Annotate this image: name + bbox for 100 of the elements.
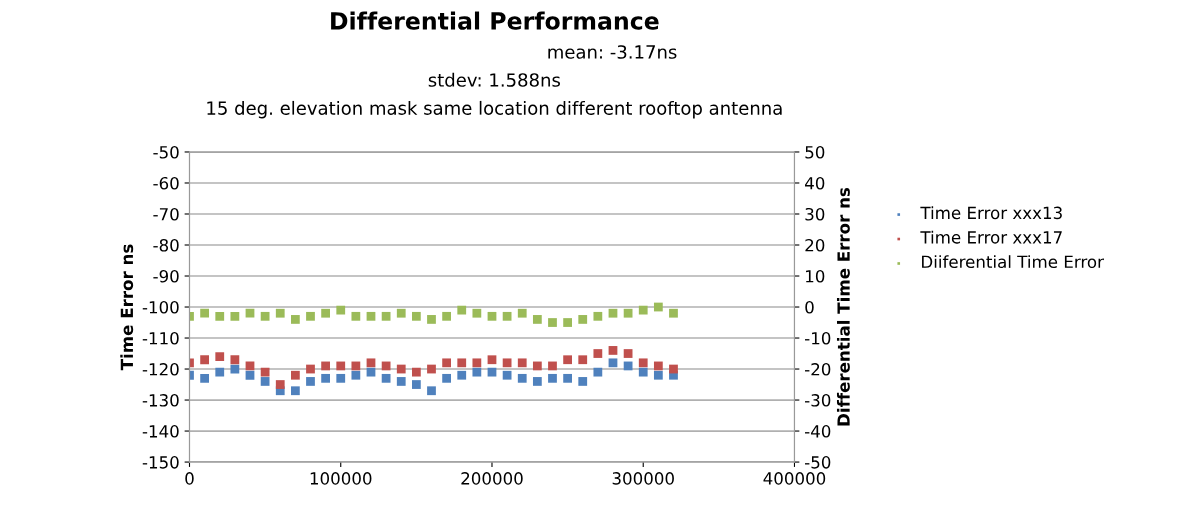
point (427, 364, 436, 374)
y-tick-label: -80 (153, 238, 179, 252)
legend-label: Time Error xxx13 (920, 206, 1062, 220)
point (608, 308, 618, 318)
y-tick-label: -150 (142, 456, 179, 469)
point (457, 370, 467, 380)
point (200, 355, 210, 365)
point (472, 308, 482, 318)
point (623, 349, 633, 358)
point (290, 370, 300, 380)
point (396, 308, 406, 318)
point (245, 370, 255, 380)
point (563, 373, 572, 383)
x-tick-label: 300000 (612, 472, 674, 485)
point (230, 364, 240, 374)
point (336, 361, 346, 371)
point (502, 370, 512, 380)
text: 15 deg. elevation mask same location different rooftop antenna (207, 100, 782, 119)
point (351, 361, 361, 371)
point (669, 308, 678, 318)
point (215, 352, 225, 362)
legend-label: Time Error xxx17 (920, 230, 1062, 244)
point (442, 358, 451, 368)
point (502, 311, 512, 321)
y-tick-label: -130 (142, 394, 179, 407)
y-tick-label: -50 (153, 145, 179, 159)
y-tick-label: -90 (153, 269, 179, 283)
y-tick-label: -70 (153, 207, 179, 221)
y2-tick-label: 40 (805, 176, 825, 190)
point (487, 311, 497, 321)
point (336, 305, 346, 315)
point (457, 305, 467, 315)
point (290, 315, 300, 324)
point (593, 367, 603, 377)
point (366, 311, 376, 321)
point (442, 311, 451, 321)
chart-title: Differential Performance (331, 11, 659, 30)
point (608, 358, 618, 368)
point (396, 377, 406, 386)
point (215, 367, 225, 377)
point (532, 315, 542, 324)
y2-tick-label: -10 (805, 331, 831, 345)
point (669, 364, 678, 374)
point (336, 373, 346, 383)
point (427, 386, 436, 396)
y-axis-title: Time Error ns (120, 244, 134, 371)
y-tick-label: -140 (142, 425, 179, 438)
y-tick-label: -110 (142, 331, 179, 345)
point (653, 370, 663, 380)
y2-axis-title: Differential Time Error ns (836, 187, 850, 426)
point (306, 364, 315, 374)
point (653, 302, 663, 312)
point (638, 358, 648, 368)
point (381, 373, 391, 383)
point (532, 377, 542, 386)
point (593, 311, 603, 321)
point (517, 308, 527, 318)
legend-label: Diiferential Time Error (922, 255, 1104, 269)
y2-tick-label: 10 (806, 269, 825, 283)
point (230, 311, 240, 321)
point (517, 373, 527, 383)
point (563, 355, 572, 365)
y-tick-label: -100 (142, 300, 179, 314)
point (260, 311, 270, 321)
point (321, 361, 331, 371)
y-tick-label: -60 (153, 176, 179, 190)
point (411, 380, 421, 389)
point (548, 361, 557, 371)
point (366, 358, 376, 368)
y2-tick-label: -20 (805, 363, 831, 376)
point (275, 308, 285, 318)
point (442, 373, 451, 383)
point (381, 311, 391, 321)
point (260, 377, 270, 386)
y-tick-label: -120 (142, 363, 179, 376)
y2-tick-label: -40 (805, 425, 831, 438)
point (396, 364, 406, 374)
point (608, 346, 618, 355)
point (245, 308, 255, 318)
point (306, 311, 315, 321)
point (457, 358, 467, 368)
point (290, 386, 300, 396)
point (548, 318, 557, 327)
point (653, 361, 663, 371)
point (638, 305, 648, 315)
text: mean: -3.17ns (548, 45, 677, 59)
x-tick-label: 100000 (310, 472, 372, 485)
point (623, 308, 633, 318)
x-tick-label: 400000 (763, 472, 826, 485)
point (472, 358, 482, 368)
point (275, 380, 285, 389)
point (472, 367, 482, 377)
point (321, 308, 331, 318)
point (351, 311, 361, 321)
point (200, 308, 210, 318)
y2-tick-label: 0 (805, 300, 814, 314)
point (411, 367, 421, 377)
point (260, 367, 270, 377)
x-tick-label: 200000 (461, 472, 523, 485)
text: stdev: 1.588ns (428, 72, 561, 87)
